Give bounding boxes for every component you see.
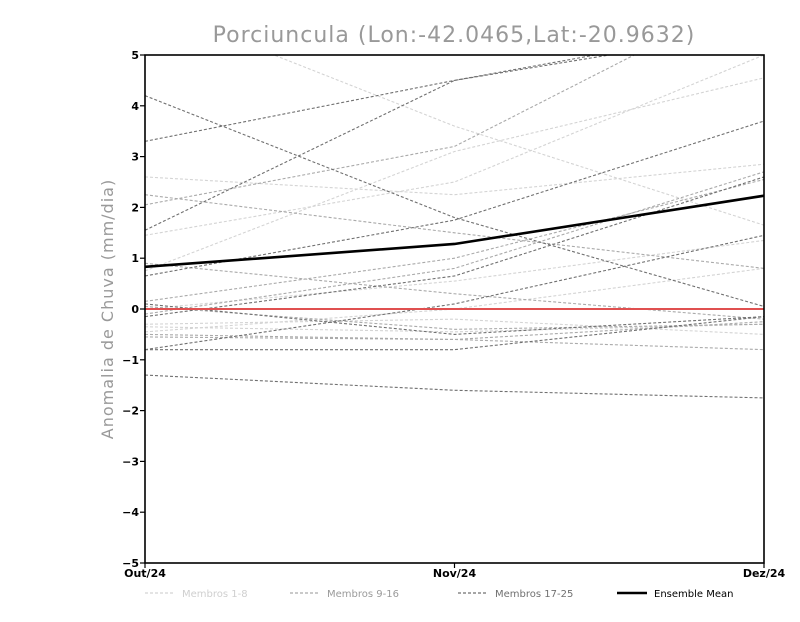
- y-tick-label: −4: [122, 506, 139, 519]
- x-tick-label: Dez/24: [743, 567, 786, 580]
- y-tick-label: 4: [131, 100, 139, 113]
- member-line-m22: [145, 316, 764, 351]
- y-tick-label: −2: [122, 405, 139, 418]
- legend-label: Membros 17-25: [495, 589, 573, 600]
- y-tick-label: −5: [122, 557, 139, 570]
- legend-label: Membros 1-8: [182, 589, 248, 600]
- member-line-m21: [145, 234, 764, 351]
- member-line-m2: [145, 163, 764, 196]
- member-line-m3: [272, 55, 764, 226]
- y-tick-label: −1: [122, 354, 139, 367]
- member-line-m11: [145, 171, 764, 315]
- y-tick-label: 5: [131, 49, 139, 62]
- member-line-m16: [145, 305, 764, 330]
- chart-title: Porciuncula (Lon:-42.0465,Lat:-20.9632): [213, 23, 696, 48]
- member-line-m10: [145, 194, 764, 269]
- member-line-m8: [145, 318, 764, 335]
- member-line-m20: [145, 374, 764, 399]
- member-line-m18: [145, 95, 764, 307]
- x-tick-label: Nov/24: [433, 567, 477, 580]
- y-axis-label: Anomalia de Chuva (mm/dia): [98, 179, 117, 439]
- series-layer: [145, 55, 764, 399]
- x-tick-label: Out/24: [124, 567, 166, 580]
- y-tick-label: 1: [131, 252, 139, 265]
- member-line-m4: [145, 239, 764, 310]
- member-line-m12: [145, 262, 764, 320]
- member-line-m24: [145, 176, 764, 318]
- member-line-m23: [145, 120, 764, 277]
- y-tick-label: 2: [131, 201, 139, 214]
- member-line-m25: [145, 303, 764, 335]
- y-tick-label: 3: [131, 151, 139, 164]
- legend-label: Membros 9-16: [327, 589, 399, 600]
- member-line-m14: [145, 333, 764, 351]
- member-line-m15: [145, 178, 764, 302]
- ensemble-mean-line: [145, 194, 764, 269]
- member-line-m6: [145, 323, 764, 333]
- member-line-m1: [145, 55, 764, 236]
- legend: Membros 1-8 Membros 9-16 Membros 17-25 Ense…: [145, 589, 733, 600]
- y-tick-label: −3: [122, 455, 139, 468]
- member-line-m17: [145, 55, 599, 142]
- y-tick-label: 0: [131, 303, 139, 316]
- legend-label: Ensemble Mean: [654, 589, 733, 600]
- member-line-m7: [145, 77, 764, 272]
